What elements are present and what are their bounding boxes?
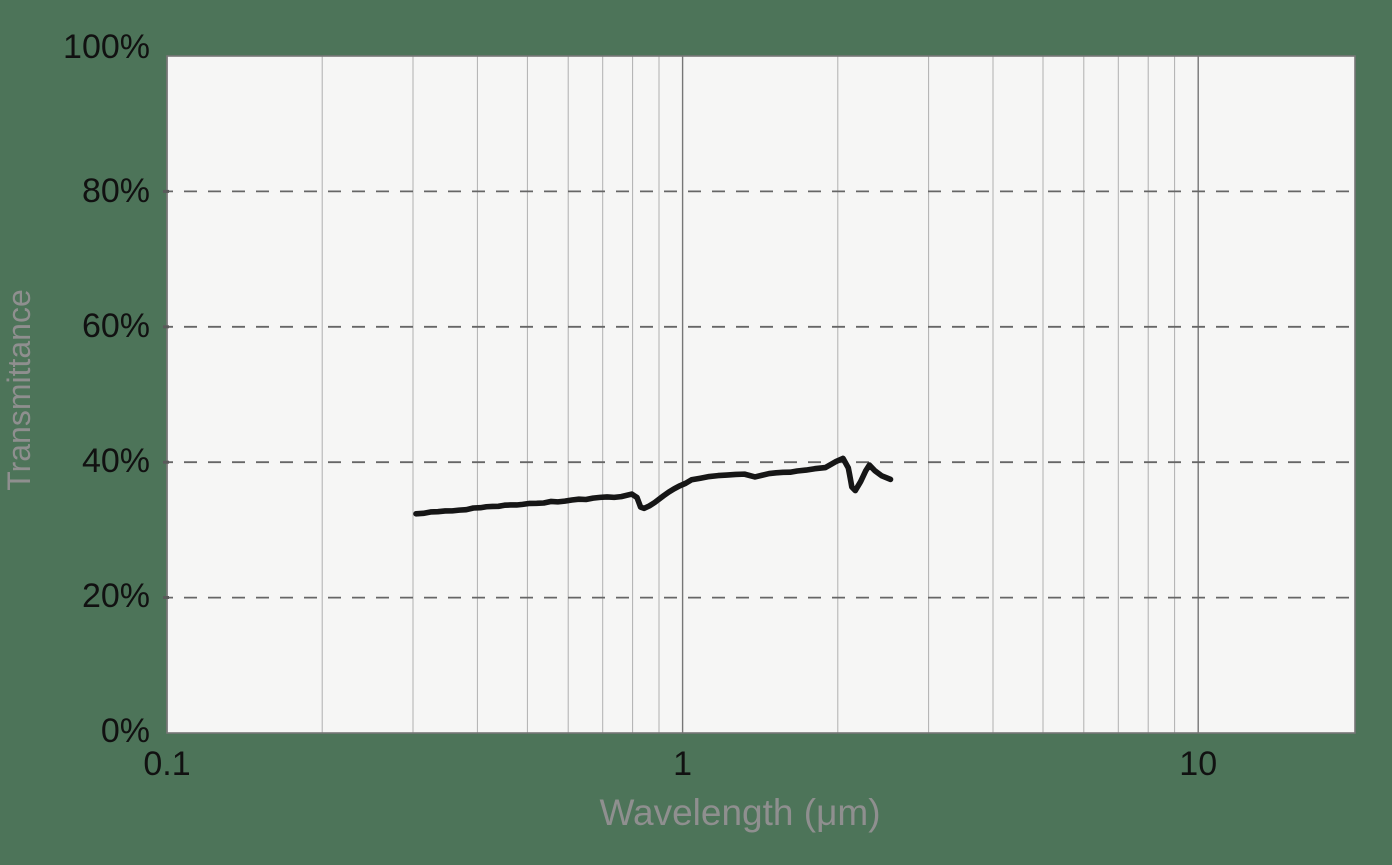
svg-text:20%: 20% [82, 577, 150, 615]
svg-text:60%: 60% [82, 307, 150, 345]
svg-text:1: 1 [673, 745, 692, 783]
svg-text:10: 10 [1179, 745, 1217, 783]
svg-text:40%: 40% [82, 442, 150, 480]
svg-text:100%: 100% [63, 28, 150, 66]
svg-text:Wavelength (μm): Wavelength (μm) [599, 792, 880, 833]
svg-text:Transmittance: Transmittance [1, 289, 37, 491]
svg-text:80%: 80% [82, 172, 150, 210]
svg-text:0.1: 0.1 [143, 745, 190, 783]
